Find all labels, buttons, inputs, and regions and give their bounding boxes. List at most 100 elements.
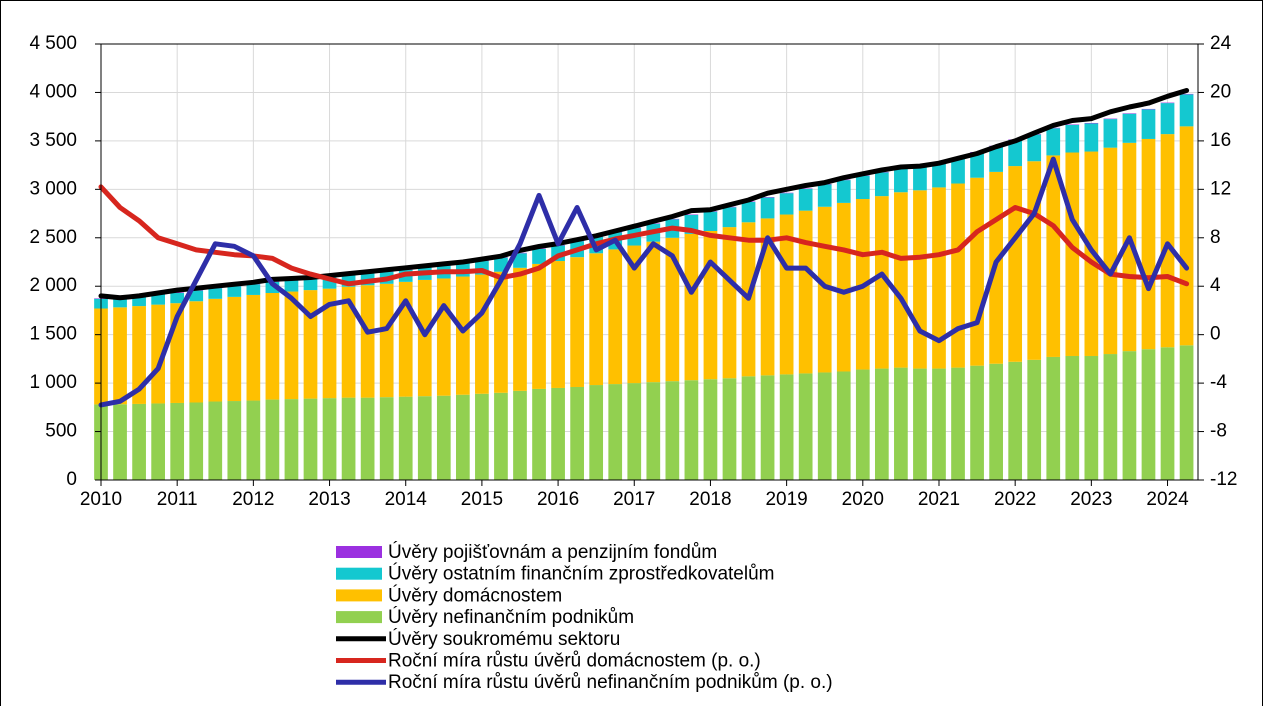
bar xyxy=(1160,103,1175,135)
bar xyxy=(322,398,337,480)
bar xyxy=(551,261,565,388)
y-tick-label: 2 500 xyxy=(29,227,77,248)
bar xyxy=(170,402,185,480)
x-tick-label: 2011 xyxy=(157,489,198,510)
bar xyxy=(322,277,337,289)
bar xyxy=(722,227,737,379)
bar xyxy=(360,397,375,480)
bar xyxy=(532,248,546,264)
bar xyxy=(227,401,242,480)
bar xyxy=(722,378,737,480)
bar xyxy=(303,278,318,291)
legend-label: Úvěry nefinančním podnikům xyxy=(388,606,634,628)
bar xyxy=(456,276,470,395)
bar xyxy=(855,369,870,480)
bar xyxy=(1103,119,1118,148)
bar xyxy=(836,202,851,372)
bar xyxy=(208,288,223,299)
bar xyxy=(913,190,927,369)
bar xyxy=(951,183,965,368)
bar xyxy=(151,294,165,305)
bar xyxy=(665,237,680,382)
bar xyxy=(1065,124,1080,153)
y-tick-label: 1 500 xyxy=(29,324,77,345)
bar xyxy=(151,304,165,404)
y-tick-label: 1 000 xyxy=(29,372,77,393)
bar xyxy=(970,152,984,178)
bar xyxy=(779,193,794,215)
bar xyxy=(265,281,280,294)
x-tick-label: 2018 xyxy=(689,489,731,510)
bar xyxy=(189,301,204,403)
bar xyxy=(1103,354,1118,480)
bar xyxy=(322,288,337,399)
bar xyxy=(265,399,280,480)
bar xyxy=(513,267,527,391)
x-tick-label: 2012 xyxy=(232,489,274,510)
bar xyxy=(722,207,737,228)
bar xyxy=(360,285,375,398)
bar xyxy=(836,180,851,203)
x-tick-label: 2022 xyxy=(994,489,1036,510)
bar xyxy=(246,294,261,401)
bar xyxy=(170,293,185,304)
bar xyxy=(379,397,394,480)
bar xyxy=(513,253,527,268)
legend-label: Roční míra růstu úvěrů domácnostem (p. o… xyxy=(388,651,761,672)
bar xyxy=(970,365,984,480)
bar xyxy=(113,404,127,480)
bar xyxy=(1141,109,1156,139)
bar xyxy=(836,371,851,480)
bar xyxy=(570,257,584,387)
bar xyxy=(798,373,813,480)
bar xyxy=(855,175,870,200)
bar xyxy=(570,386,584,480)
bar xyxy=(151,403,165,480)
bar xyxy=(341,275,356,287)
bar xyxy=(703,211,718,231)
bar xyxy=(494,392,508,480)
legend-label: Úvěry ostatním finančním zprostředkovate… xyxy=(388,563,775,585)
bar xyxy=(703,230,718,380)
bar xyxy=(684,380,699,480)
bar xyxy=(760,197,775,219)
legend-label: Roční míra růstu úvěrů nefinančním podni… xyxy=(388,672,833,693)
bar xyxy=(227,296,242,402)
y-tick-label: 0 xyxy=(66,469,77,490)
bar xyxy=(132,403,146,480)
bar xyxy=(189,402,204,480)
x-tick-label: 2010 xyxy=(80,489,122,510)
bar xyxy=(208,401,223,480)
bar xyxy=(874,172,889,197)
legend-swatch xyxy=(336,611,382,624)
bar xyxy=(1122,142,1137,352)
bar xyxy=(1122,351,1137,480)
line-series xyxy=(98,156,1190,408)
bar xyxy=(589,385,604,480)
bar xyxy=(208,298,223,402)
bar xyxy=(532,263,546,389)
bar xyxy=(684,233,699,381)
bar xyxy=(189,290,204,302)
bar xyxy=(1179,94,1194,127)
y-tick-label: 4 000 xyxy=(29,81,77,102)
legend-swatch xyxy=(336,589,382,602)
bar xyxy=(1179,345,1194,480)
y2-tick-label: 8 xyxy=(1210,227,1221,248)
bar xyxy=(608,384,623,480)
bar xyxy=(989,363,1003,480)
legend-label: Úvěry pojišťovnám a penzijním fondům xyxy=(388,541,717,563)
bar xyxy=(303,290,318,399)
y-tick-label: 3 000 xyxy=(29,178,77,199)
y2-tick-label: 20 xyxy=(1210,81,1231,102)
bar xyxy=(1141,349,1156,480)
legend-swatch xyxy=(336,567,382,580)
bar xyxy=(646,241,661,383)
bar xyxy=(246,284,261,295)
bar xyxy=(1179,126,1194,346)
x-tick-label: 2013 xyxy=(308,489,350,510)
bar xyxy=(932,368,946,480)
plot-frame xyxy=(100,43,1199,481)
legend-label: Úvěry soukromému sektoru xyxy=(388,628,620,650)
